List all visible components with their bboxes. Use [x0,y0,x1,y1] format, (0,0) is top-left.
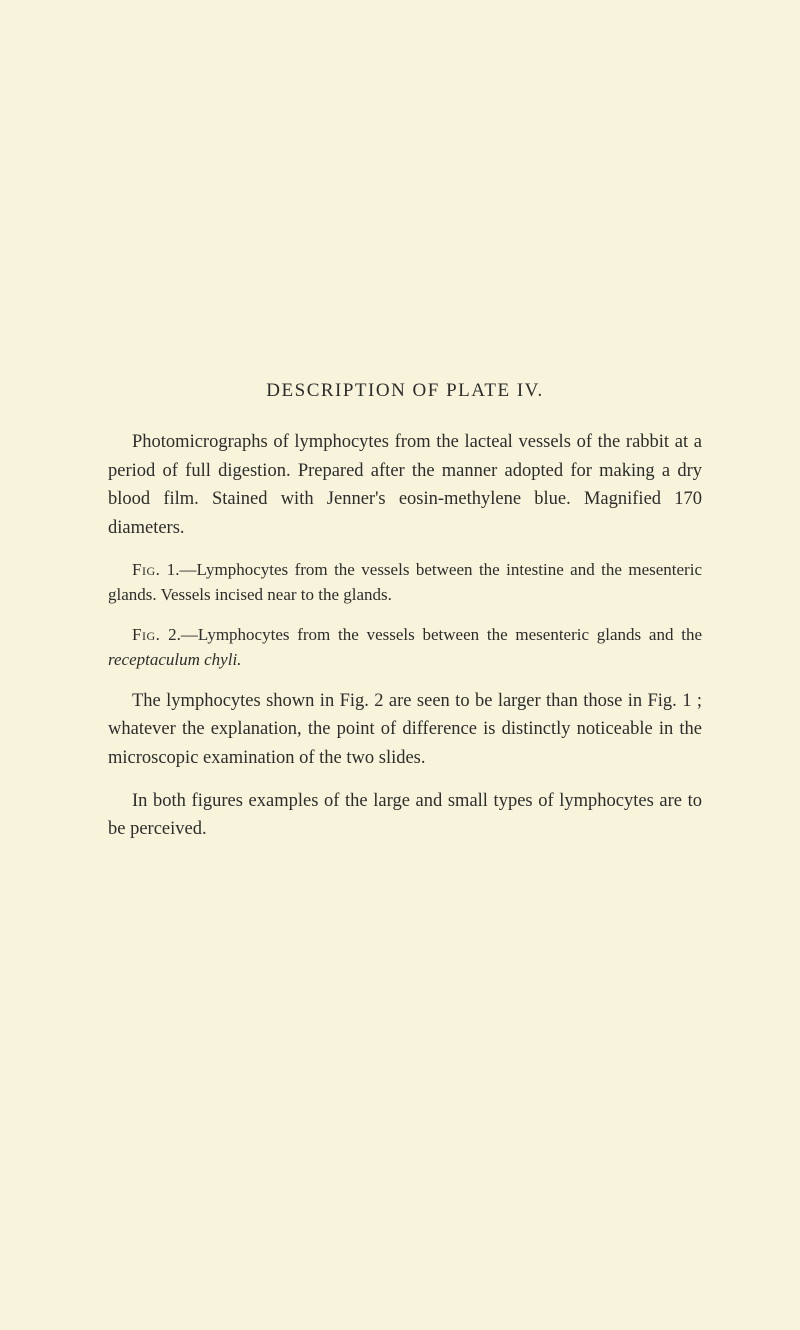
fig-2-italic: receptaculum chyli. [108,650,241,669]
body-paragraph-2: In both figures examples of the large an… [108,787,702,844]
body-paragraph-1: The lymphocytes shown in Fig. 2 are seen… [108,687,702,773]
figure-1-caption: Fig. 1.—Lymphocytes from the vessels bet… [108,557,702,608]
fig-label-2: Fig. [132,625,160,644]
page-container: DESCRIPTION OF PLATE IV. Photomicrograph… [0,0,800,1330]
fig-2-text-a: 2.—Lymphocytes from the vessels between … [160,625,702,644]
fig-label-1: Fig. [132,560,160,579]
figure-2-caption: Fig. 2.—Lymphocytes from the vessels bet… [108,622,702,673]
fig-1-text: 1.—Lymphocytes from the vessels between … [108,560,702,605]
plate-title: DESCRIPTION OF PLATE IV. [108,380,702,402]
intro-paragraph: Photomicrographs of lymphocytes from the… [108,428,702,543]
